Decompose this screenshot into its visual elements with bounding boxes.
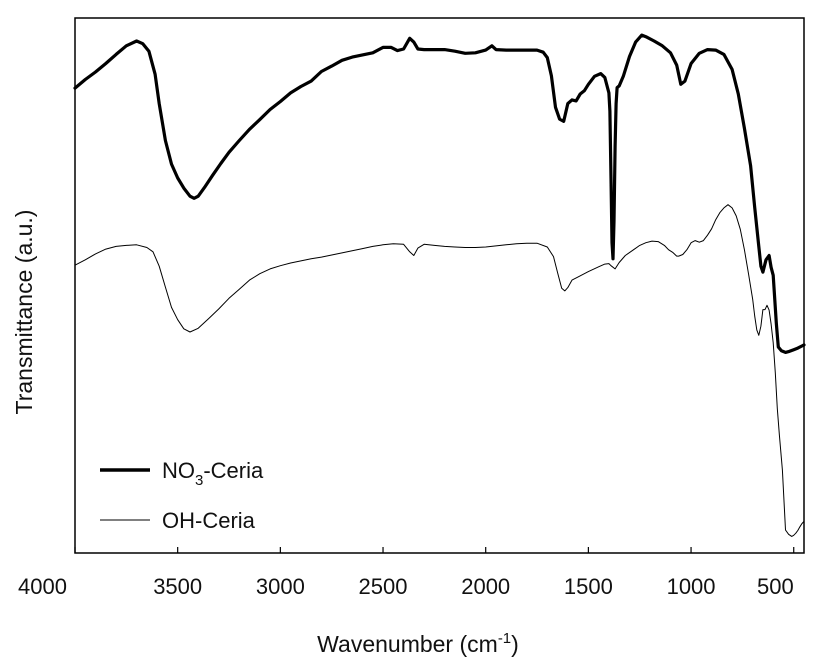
legend-label-oh-ceria: OH-Ceria [162, 508, 256, 533]
x-tick-label-3500: 3500 [153, 574, 202, 599]
series-line-oh-ceria [75, 205, 804, 537]
x-axis-tick-labels: 4000 3500 3000 2500 2000 1500 1000 500 [18, 574, 794, 599]
x-tick-label-2500: 2500 [359, 574, 408, 599]
x-axis-title: Wavenumber (cm-1) [317, 630, 519, 657]
x-tick-label-3000: 3000 [256, 574, 305, 599]
x-tick-label-2000: 2000 [461, 574, 510, 599]
x-axis-ticks [75, 547, 794, 553]
series-line-no3-ceria [75, 35, 804, 352]
x-tick-label-500: 500 [757, 574, 794, 599]
x-tick-label-4000: 4000 [18, 574, 67, 599]
x-tick-label-1500: 1500 [564, 574, 613, 599]
y-axis-title: Transmittance (a.u.) [11, 210, 37, 415]
x-tick-label-1000: 1000 [667, 574, 716, 599]
legend-label-no3-ceria: NO3-Ceria [162, 458, 264, 489]
legend: NO3-Ceria OH-Ceria [100, 458, 264, 533]
